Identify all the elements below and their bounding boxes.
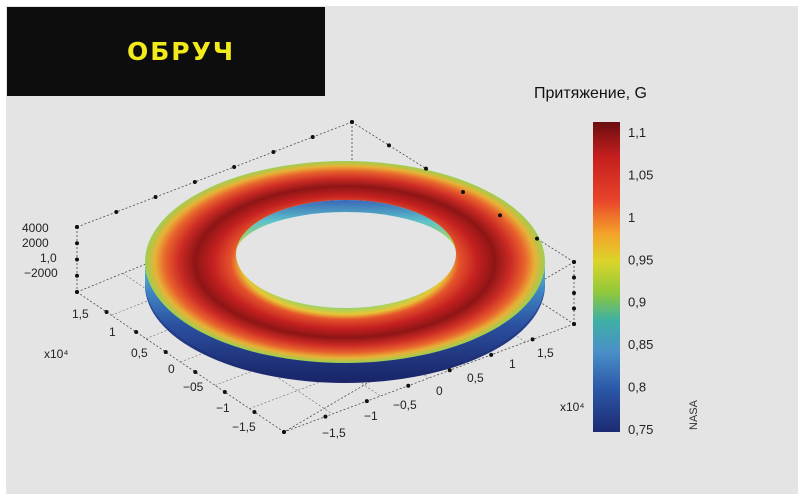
colorbar-tick-label: 0,8 [628, 380, 646, 395]
grid-tick-point [489, 352, 494, 357]
colorbar-tick-label: 1 [628, 210, 635, 225]
colorbar-tick-label: 1,1 [628, 125, 646, 140]
y-tick-label: 1,5 [72, 307, 89, 321]
z-axis-ticks: 4000 2000 1,0 −2000 [22, 221, 58, 280]
z-tick-label: 2000 [22, 236, 49, 250]
y-tick-label: 0,5 [131, 346, 148, 360]
x-tick-label: −1,5 [322, 426, 346, 440]
grid-tick-point [572, 291, 576, 295]
x-tick-label: 0 [436, 384, 443, 398]
y-tick-label: −1,5 [232, 420, 256, 434]
grid-tick-point [364, 399, 369, 404]
grid-tick-point [222, 390, 227, 394]
colorbar-ticks: 1,1 1,05 1 0,95 0,9 0,85 0,8 0,75 [628, 125, 653, 437]
grid-tick-point [104, 310, 109, 314]
grid-tick-point [75, 273, 79, 278]
title-text: ОБРУЧ [127, 37, 236, 66]
grid-back-left-edge [76, 121, 353, 228]
z-tick-label: 1,0 [40, 251, 57, 265]
grid-tick-point [461, 190, 465, 194]
colorbar-tick-label: 0,95 [628, 252, 653, 267]
grid-tick-point [498, 213, 502, 218]
z-tick-label: −2000 [24, 266, 58, 280]
y-tick-label: −05 [183, 380, 204, 394]
credit-label: NASA [688, 399, 700, 430]
colorbar-tick-label: 1,05 [628, 167, 653, 182]
grid-tick-point [282, 430, 286, 434]
grid-tick-point [323, 414, 328, 419]
grid-bottom-right-edge [283, 323, 575, 433]
grid-tick-point [75, 290, 79, 294]
x-axis-ticks: −1,5 −1 −0,5 0 0,5 1 1,5 x10⁴ [322, 346, 585, 440]
colorbar-gradient-bar [593, 122, 620, 432]
grid-tick-point [350, 120, 354, 124]
x-tick-label: 1 [509, 357, 516, 371]
x-tick-label: −1 [364, 409, 378, 423]
torus-hole [236, 200, 456, 308]
y-scale-label: x10⁴ [44, 347, 69, 361]
grid-tick-point [572, 322, 576, 326]
grid-tick-point [193, 370, 198, 374]
grid-tick-point [75, 257, 79, 262]
x-tick-label: 0,5 [467, 371, 484, 385]
colorbar-tick-label: 0,75 [628, 422, 653, 437]
x-tick-label: −0,5 [393, 398, 417, 412]
colorbar-tick-label: 0,85 [628, 337, 653, 352]
grid-tick-point [572, 260, 576, 264]
grid-tick-point [572, 306, 576, 311]
y-tick-label: −1 [216, 401, 230, 415]
grid-tick-point [310, 135, 315, 139]
y-axis-ticks: 1,5 1 0,5 0 −05 −1 −1,5 x10⁴ [44, 307, 256, 434]
grid-tick-point [387, 143, 391, 148]
grid-tick-point [153, 195, 158, 199]
grid-tick-point [232, 165, 237, 169]
grid-tick-point [271, 150, 276, 154]
x-scale-label: x10⁴ [560, 400, 585, 414]
y-tick-label: 1 [109, 325, 116, 339]
grid-tick-point [114, 210, 119, 214]
title-banner: ОБРУЧ [7, 7, 325, 96]
grid-tick-point [252, 410, 257, 414]
grid-tick-point [424, 166, 428, 171]
grid-tick-point [406, 383, 411, 388]
grid-tick-point [134, 330, 139, 334]
torus-surface [145, 161, 545, 383]
grid-tick-point [163, 350, 168, 354]
colorbar-tick-label: 0,9 [628, 295, 646, 310]
colorbar-title: Притяжение, G [534, 85, 647, 102]
colorbar: Притяжение, G 1,1 1,05 1 0,95 0,9 0,85 0,8 0,75 [534, 85, 653, 437]
grid-tick-point [535, 236, 539, 241]
x-tick-label: 1,5 [537, 346, 554, 360]
grid-tick-point [192, 180, 197, 184]
y-tick-label: 0 [168, 362, 175, 376]
grid-tick-point [75, 225, 79, 229]
torus-inner-wall [236, 200, 456, 254]
grid-corner-points [75, 120, 576, 434]
z-tick-label: 4000 [22, 221, 49, 235]
grid-tick-point [447, 368, 452, 373]
grid-tick-point [530, 337, 535, 342]
torus-side-wall [145, 262, 545, 380]
grid-tick-point [75, 241, 79, 246]
grid-tick-point [572, 275, 576, 280]
